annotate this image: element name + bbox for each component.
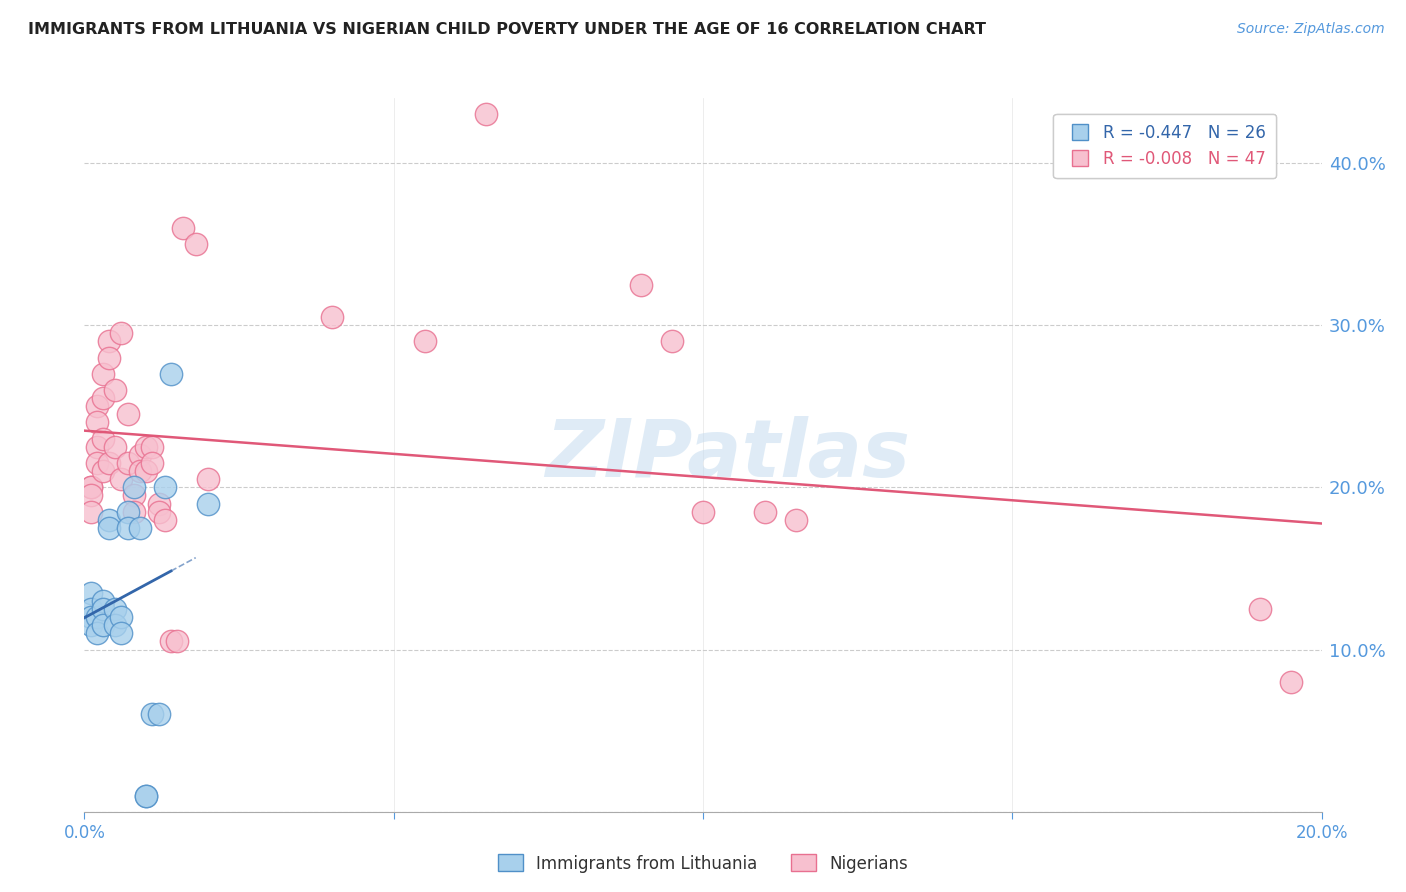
Point	[86, 610, 108, 624]
Point	[148, 505, 170, 519]
Point	[184, 237, 207, 252]
Point	[104, 383, 127, 397]
Point	[321, 310, 343, 324]
Point	[86, 440, 108, 454]
Text: Source: ZipAtlas.com: Source: ZipAtlas.com	[1237, 22, 1385, 37]
Point	[785, 513, 807, 527]
Point	[91, 618, 114, 632]
Point	[197, 497, 219, 511]
Point	[129, 464, 152, 478]
Point	[86, 456, 108, 470]
Point	[135, 464, 157, 478]
Point	[1249, 602, 1271, 616]
Point	[110, 472, 132, 486]
Point	[630, 277, 652, 292]
Point	[141, 440, 163, 454]
Point	[98, 513, 121, 527]
Point	[153, 480, 176, 494]
Point	[91, 432, 114, 446]
Point	[160, 367, 183, 381]
Point	[110, 610, 132, 624]
Point	[79, 480, 101, 494]
Text: IMMIGRANTS FROM LITHUANIA VS NIGERIAN CHILD POVERTY UNDER THE AGE OF 16 CORRELAT: IMMIGRANTS FROM LITHUANIA VS NIGERIAN CH…	[28, 22, 986, 37]
Legend: R = -0.447   N = 26, R = -0.008   N = 47: R = -0.447 N = 26, R = -0.008 N = 47	[1053, 113, 1277, 178]
Point	[117, 505, 139, 519]
Point	[86, 626, 108, 640]
Point	[110, 626, 132, 640]
Point	[91, 594, 114, 608]
Point	[79, 602, 101, 616]
Point	[79, 505, 101, 519]
Point	[98, 351, 121, 365]
Point	[160, 634, 183, 648]
Point	[141, 456, 163, 470]
Point	[104, 618, 127, 632]
Point	[141, 707, 163, 722]
Point	[117, 456, 139, 470]
Point	[122, 488, 145, 502]
Point	[104, 440, 127, 454]
Point	[692, 505, 714, 519]
Point	[86, 416, 108, 430]
Point	[754, 505, 776, 519]
Point	[91, 391, 114, 405]
Text: ZIPatlas: ZIPatlas	[546, 416, 910, 494]
Point	[172, 220, 194, 235]
Point	[148, 497, 170, 511]
Point	[122, 480, 145, 494]
Point	[91, 602, 114, 616]
Point	[110, 326, 132, 341]
Point	[117, 521, 139, 535]
Point	[1279, 675, 1302, 690]
Point	[153, 513, 176, 527]
Point	[79, 618, 101, 632]
Point	[197, 472, 219, 486]
Point	[475, 107, 498, 121]
Point	[86, 399, 108, 413]
Point	[98, 521, 121, 535]
Point	[122, 505, 145, 519]
Point	[135, 789, 157, 803]
Point	[135, 440, 157, 454]
Point	[79, 480, 101, 494]
Point	[661, 334, 683, 349]
Point	[413, 334, 436, 349]
Point	[117, 408, 139, 422]
Point	[104, 602, 127, 616]
Point	[129, 448, 152, 462]
Point	[135, 789, 157, 803]
Point	[98, 334, 121, 349]
Point	[98, 456, 121, 470]
Point	[79, 586, 101, 600]
Point	[91, 464, 114, 478]
Legend: Immigrants from Lithuania, Nigerians: Immigrants from Lithuania, Nigerians	[491, 847, 915, 880]
Point	[148, 707, 170, 722]
Point	[79, 488, 101, 502]
Point	[129, 521, 152, 535]
Point	[79, 610, 101, 624]
Point	[91, 367, 114, 381]
Point	[166, 634, 188, 648]
